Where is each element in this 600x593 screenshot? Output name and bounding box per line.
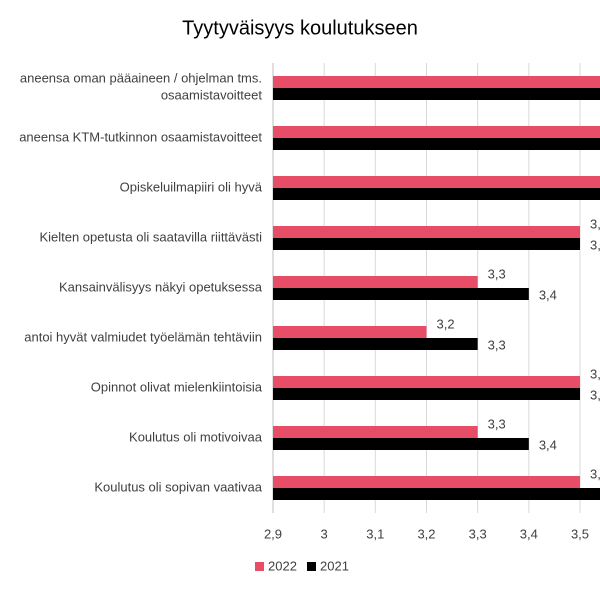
data-label: 3,5 [590, 216, 600, 231]
bar [273, 88, 600, 100]
data-label: 3,2 [437, 316, 455, 331]
legend-label: 2021 [320, 558, 349, 573]
x-tick-label: 2,9 [264, 526, 282, 541]
x-tick-label: 3,2 [417, 526, 435, 541]
x-tick-label: 3,4 [520, 526, 538, 541]
y-tick-line: aneensa oman pääaineen / ohjelman tms. [20, 71, 262, 86]
bar [273, 276, 478, 288]
bar [273, 476, 580, 488]
bar [273, 226, 580, 238]
chart-title: Tyytyväisyys koulutukseen [182, 17, 418, 39]
data-label: 3,3 [488, 416, 506, 431]
y-tick-label: Koulutus oli motivoivaa [129, 429, 263, 444]
y-tick-label: Kansainvälisyys näkyi opetuksessa [59, 279, 263, 294]
bar [273, 76, 600, 88]
y-tick-line: osaamistavoitteet [161, 88, 263, 103]
x-tick-label: 3,1 [366, 526, 384, 541]
bar [273, 238, 580, 250]
data-label: 3,5 [590, 237, 600, 252]
bar [273, 188, 600, 200]
x-tick-label: 3 [321, 526, 328, 541]
bar [273, 438, 529, 450]
legend-swatch [255, 562, 264, 571]
legend-label: 2022 [268, 558, 297, 573]
data-label: 3,4 [539, 437, 557, 452]
bar [273, 326, 427, 338]
y-tick-label: aneensa KTM-tutkinnon osaamistavoitteet [19, 129, 262, 144]
x-tick-label: 3,5 [571, 526, 589, 541]
y-tick-label: Kielten opetusta oli saatavilla riittävä… [39, 229, 262, 244]
x-tick-label: 3,3 [469, 526, 487, 541]
data-label: 3,5 [590, 387, 600, 402]
y-tick-label: Opiskeluilmapiiri oli hyvä [120, 179, 263, 194]
bar [273, 288, 529, 300]
y-tick-label: Opinnot olivat mielenkiintoisia [91, 379, 263, 394]
bar [273, 138, 600, 150]
bar [273, 376, 580, 388]
data-label: 3,5 [590, 366, 600, 381]
legend-swatch [307, 562, 316, 571]
bar [273, 426, 478, 438]
bar [273, 176, 600, 188]
bar [273, 488, 600, 500]
bar [273, 126, 600, 138]
bar [273, 388, 580, 400]
bar [273, 338, 478, 350]
data-label: 3,4 [539, 287, 557, 302]
data-label: 3,3 [488, 337, 506, 352]
y-tick-label: antoi hyvät valmiudet työelämän tehtävii… [24, 329, 262, 344]
y-tick-label: aneensa oman pääaineen / ohjelman tms. os… [20, 71, 262, 103]
y-tick-label: Koulutus oli sopivan vaativaa [94, 479, 262, 494]
data-label: 3,5 [590, 466, 600, 481]
data-label: 3,3 [488, 266, 506, 281]
